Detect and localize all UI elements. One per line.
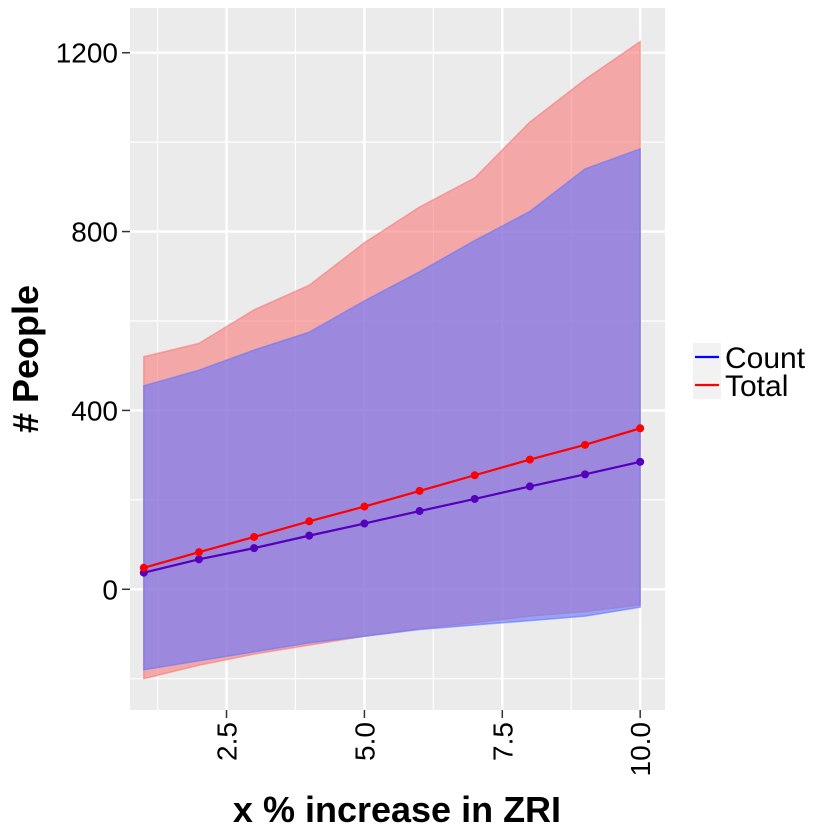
point-count [250, 544, 259, 553]
y-tick-label: 0 [102, 574, 118, 605]
y-tick-label: 800 [71, 217, 118, 248]
legend-label-count: Count [725, 342, 806, 375]
point-count [525, 482, 534, 491]
point-total [415, 486, 424, 495]
y-tick-label: 400 [71, 395, 118, 426]
point-total [470, 471, 479, 480]
confidence-ribbons [143, 40, 641, 680]
point-count [360, 519, 369, 528]
point-count [415, 507, 424, 516]
y-axis-title: # People [5, 285, 46, 433]
point-total [194, 548, 203, 557]
y-tick-label: 1200 [56, 38, 118, 69]
point-count [305, 531, 314, 540]
point-count [581, 470, 590, 479]
point-total [360, 502, 369, 511]
line-total [143, 427, 641, 569]
x-axis: 2.5 5.0 7.5 10.0 [212, 710, 656, 777]
point-count [194, 555, 203, 564]
x-axis-title: x % increase in ZRI [233, 789, 561, 830]
point-total [525, 455, 534, 464]
series-lines [143, 427, 641, 574]
series-points [139, 424, 645, 577]
point-total [581, 440, 590, 449]
ribbon-count [143, 147, 641, 671]
x-tick-label: 2.5 [212, 722, 243, 761]
point-total [250, 532, 259, 541]
point-total [636, 424, 645, 433]
y-axis: 0 400 800 1200 [56, 38, 130, 605]
x-tick-label: 5.0 [349, 722, 380, 761]
point-count [636, 457, 645, 466]
point-total [139, 563, 148, 572]
x-tick-label: 7.5 [487, 722, 518, 761]
point-count [470, 494, 479, 503]
point-total [305, 517, 314, 526]
x-tick-label: 10.0 [625, 722, 656, 777]
line-count [143, 460, 641, 574]
legend-label-total: Total [725, 370, 788, 403]
